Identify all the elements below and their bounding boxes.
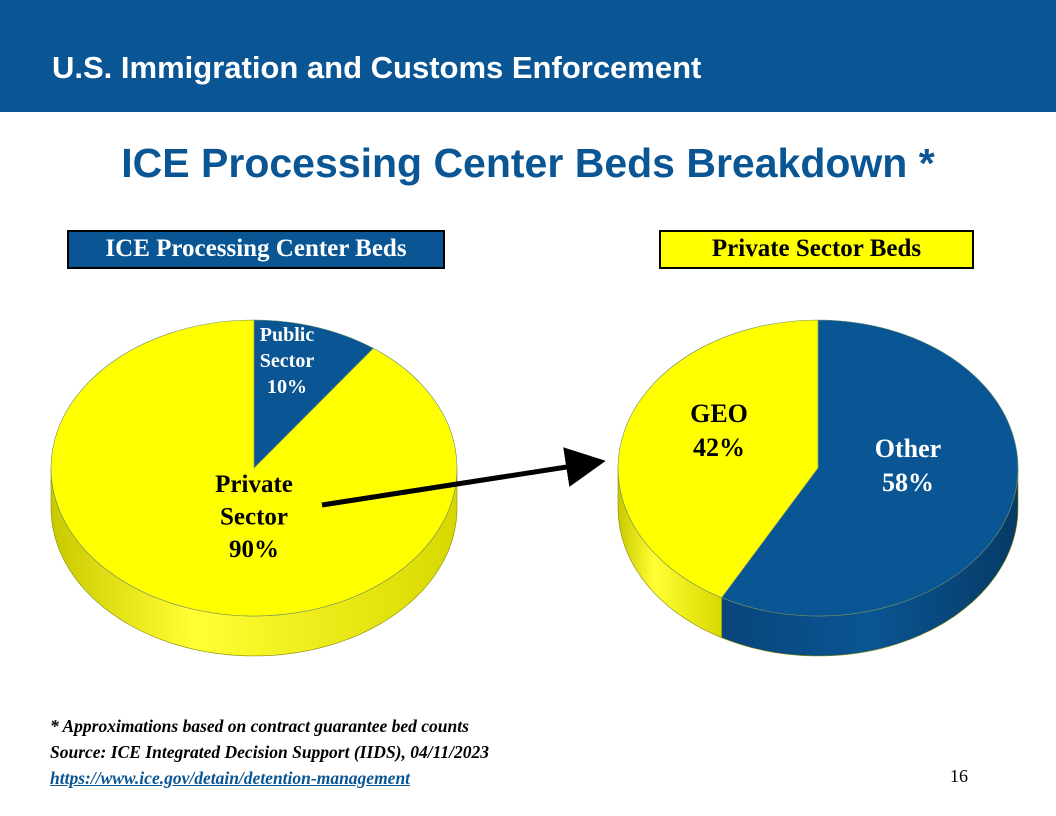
right-chart-title-box: Private Sector Beds [659, 230, 974, 269]
header-bar: U.S. Immigration and Customs Enforcement [0, 0, 1056, 112]
left-chart-title-box: ICE Processing Center Beds [67, 230, 445, 269]
footnote-source: Source: ICE Integrated Decision Support … [50, 742, 490, 762]
connector-arrow [321, 447, 606, 508]
pie-slice-1 [617, 319, 819, 599]
page-number: 16 [950, 766, 968, 786]
pie-slice-0 [253, 319, 374, 469]
pie-label-0: Other 58% [875, 434, 941, 497]
slide-title: ICE Processing Center Beds Breakdown * [121, 140, 935, 186]
pie-slice-0 [721, 319, 1019, 617]
header-title: U.S. Immigration and Customs Enforcement [52, 50, 702, 85]
footnote-approximation: * Approximations based on contract guara… [50, 716, 469, 736]
pie-right: Other 58% GEO 42% [617, 319, 1019, 657]
pie-label-1: Private Sector 90% [215, 471, 293, 563]
pie-label-0: Public Sector 10% [260, 324, 315, 398]
pie-label-1: GEO 42% [690, 399, 748, 462]
pie-slice-1 [50, 319, 458, 617]
pie-left: Public Sector 10% Private Sector 90% [50, 319, 458, 657]
footnote-link[interactable]: https://www.ice.gov/detain/detention-man… [50, 768, 411, 788]
